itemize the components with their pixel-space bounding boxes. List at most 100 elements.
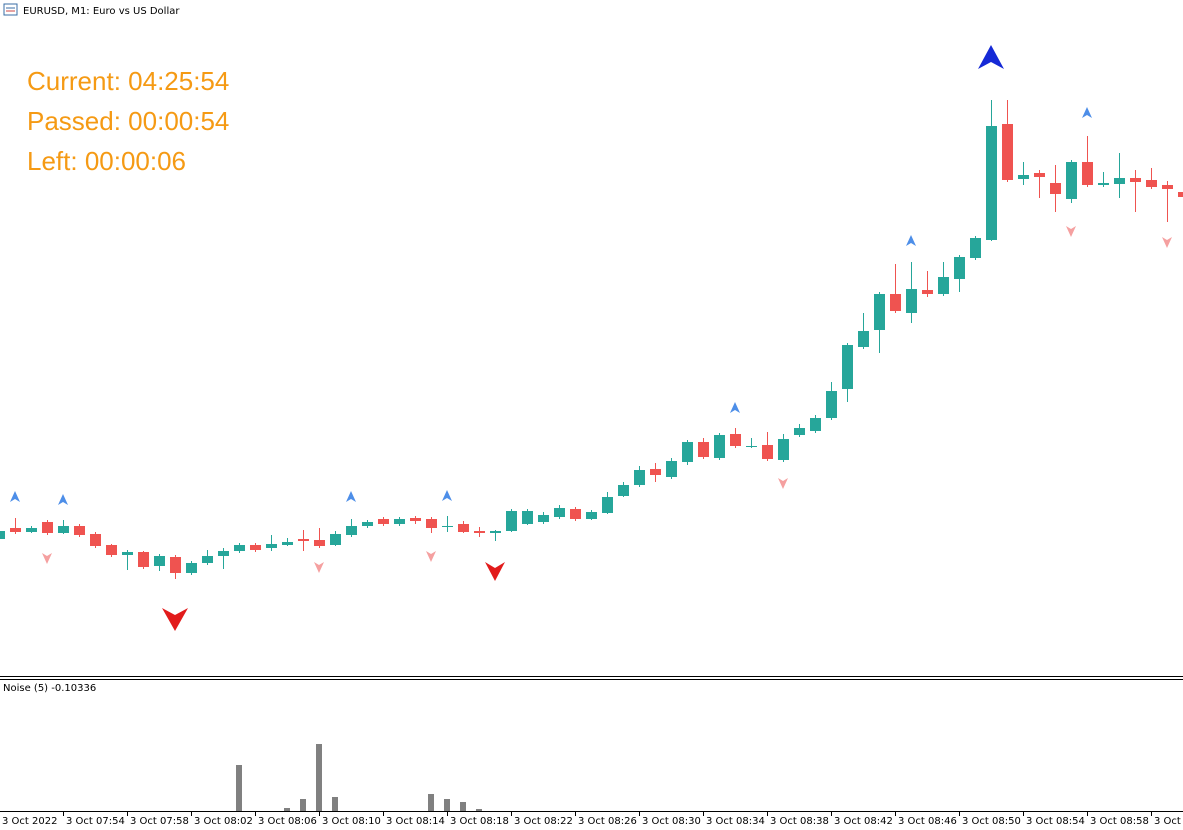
time-label: 3 Oct 08:54 [1026, 816, 1085, 827]
time-label: 3 Oct 07:58 [130, 816, 189, 827]
candle-body [266, 544, 277, 548]
candle-body [362, 522, 373, 526]
candle-body [1146, 180, 1157, 187]
time-label: 3 Oct 08:42 [834, 816, 893, 827]
time-label: 3 Oct 08:46 [898, 816, 957, 827]
candle-body [746, 446, 757, 447]
noise-bar [300, 799, 306, 811]
candle-body [778, 439, 789, 460]
big-buy-arrow [978, 45, 1004, 69]
candle-body [234, 545, 245, 551]
buy-arrow [10, 491, 20, 502]
candle-body [1082, 162, 1093, 185]
timer-current: Current: 04:25:54 [27, 66, 229, 96]
candle-body [794, 428, 805, 435]
sell-arrow [1162, 237, 1172, 248]
buy-arrow [1082, 107, 1092, 118]
sell-arrow [1066, 226, 1076, 237]
candle-body [458, 524, 469, 532]
noise-bar [332, 797, 338, 811]
candle-body [906, 289, 917, 313]
candle-body [1098, 183, 1109, 185]
candle-body [346, 526, 357, 535]
candle-body [858, 331, 869, 347]
candle-body [106, 545, 117, 555]
candle-body [170, 557, 181, 573]
signal-arrows [10, 45, 1172, 631]
candle-body [922, 290, 933, 294]
timer-passed: Passed: 00:00:54 [27, 106, 229, 136]
noise-bar [284, 808, 290, 811]
time-label: 3 Oct 08:18 [450, 816, 509, 827]
candle-body [890, 294, 901, 311]
candle-body [154, 556, 165, 566]
candle-body [1066, 162, 1077, 199]
candle-body [970, 238, 981, 258]
big-sell-arrow [485, 562, 505, 581]
candle-body [762, 445, 773, 459]
candle-body [1178, 192, 1183, 197]
time-label: 3 Oct 08:50 [962, 816, 1021, 827]
candle-body [282, 542, 293, 545]
window-icon [3, 3, 18, 16]
sell-arrow [42, 553, 52, 564]
noise-bar [476, 809, 482, 811]
candle-body [58, 526, 69, 533]
candle-body [618, 485, 629, 496]
candle-body [90, 534, 101, 546]
buy-arrow [906, 235, 916, 246]
candle-body [554, 508, 565, 517]
buy-arrow [346, 491, 356, 502]
time-label: 3 Oct 08:58 [1090, 816, 1149, 827]
candle-body [682, 442, 693, 462]
candle-body [1050, 183, 1061, 194]
candle-body [410, 518, 421, 521]
time-label: 3 Oct 08:34 [706, 816, 765, 827]
time-label: 3 Oct 07:54 [66, 816, 125, 827]
candle-body [730, 434, 741, 446]
candle-body [442, 526, 453, 527]
candle-body [1162, 185, 1173, 189]
candle-body [602, 497, 613, 513]
candle-body [810, 418, 821, 431]
candle-body [634, 470, 645, 485]
time-label: 3 Oct 08:26 [578, 816, 637, 827]
time-label: 3 Oct 08:02 [194, 816, 253, 827]
time-label: 3 Oct 08:38 [770, 816, 829, 827]
candle-body [586, 512, 597, 519]
time-label: 3 Oct 08:14 [386, 816, 445, 827]
candle-body [954, 257, 965, 279]
candle-body [378, 519, 389, 524]
candle-body [186, 563, 197, 573]
sell-arrow [314, 562, 324, 573]
candle-body [1114, 178, 1125, 184]
candle-body [1130, 178, 1141, 182]
buy-arrow [730, 402, 740, 413]
candle-body [122, 552, 133, 555]
candle-body [26, 528, 37, 532]
noise-bar [428, 794, 434, 811]
time-label: 3 Oct 08:10 [322, 816, 381, 827]
candle-body [1034, 173, 1045, 177]
candle-body [426, 519, 437, 528]
candle-body [506, 511, 517, 531]
candle-body [698, 442, 709, 457]
buy-arrow [58, 494, 68, 505]
candle-body [474, 531, 485, 533]
time-label: 3 Oct 2022 [2, 816, 57, 827]
candle-body [394, 519, 405, 524]
candle-body [714, 435, 725, 458]
candle-body [1018, 175, 1029, 179]
candle-body [314, 540, 325, 546]
candle-body [330, 534, 341, 545]
candle-body [842, 345, 853, 389]
candle-body [1002, 124, 1013, 180]
candle-body [570, 509, 581, 519]
noise-bar [444, 799, 450, 811]
candle-body [138, 552, 149, 567]
time-label: 3 Oct 08:22 [514, 816, 573, 827]
big-sell-arrow [162, 608, 188, 631]
